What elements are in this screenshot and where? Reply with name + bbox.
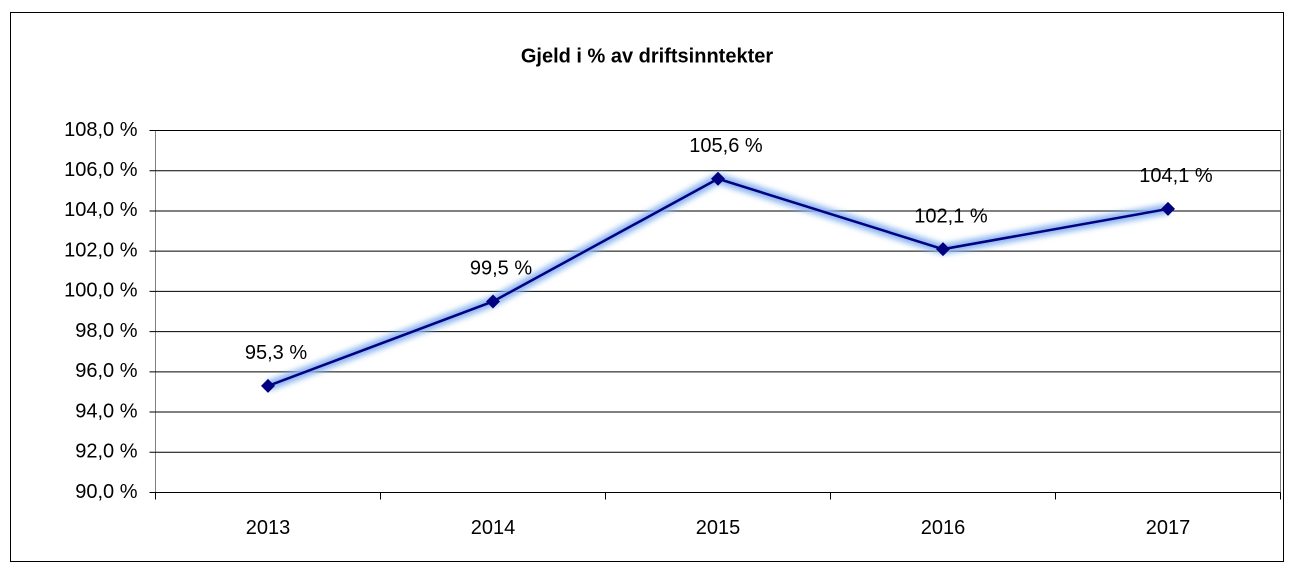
data-label: 99,5 % (470, 258, 532, 280)
marker (261, 378, 275, 393)
data-label: 105,6 % (689, 135, 763, 157)
y-tick-label: 92,0 % (75, 441, 137, 463)
data-label: 104,1 % (1139, 165, 1213, 187)
y-tick-label: 96,0 % (75, 360, 137, 382)
y-tick-label: 102,0 % (64, 239, 138, 261)
chart-border (10, 12, 1284, 562)
x-tick-label: 2013 (246, 517, 291, 539)
y-tick-label: 98,0 % (75, 320, 137, 342)
marker (1161, 201, 1175, 216)
y-tick-label: 104,0 % (64, 199, 138, 221)
marker (936, 242, 950, 257)
chart-title: Gjeld i % av driftsinntekter (521, 45, 774, 67)
x-tick-label: 2014 (471, 517, 516, 539)
data-label: 102,1 % (914, 205, 988, 227)
marker (486, 294, 500, 309)
y-tick-label: 100,0 % (64, 280, 138, 302)
y-tick-label: 108,0 % (64, 119, 138, 141)
x-tick-label: 2016 (921, 517, 966, 539)
y-tick-label: 90,0 % (75, 481, 137, 503)
marker (711, 171, 725, 186)
x-tick-label: 2015 (696, 517, 741, 539)
y-tick-label: 94,0 % (75, 400, 137, 422)
data-label: 95,3 % (245, 342, 307, 364)
x-tick-label: 2017 (1146, 517, 1191, 539)
y-tick-label: 106,0 % (64, 159, 138, 181)
